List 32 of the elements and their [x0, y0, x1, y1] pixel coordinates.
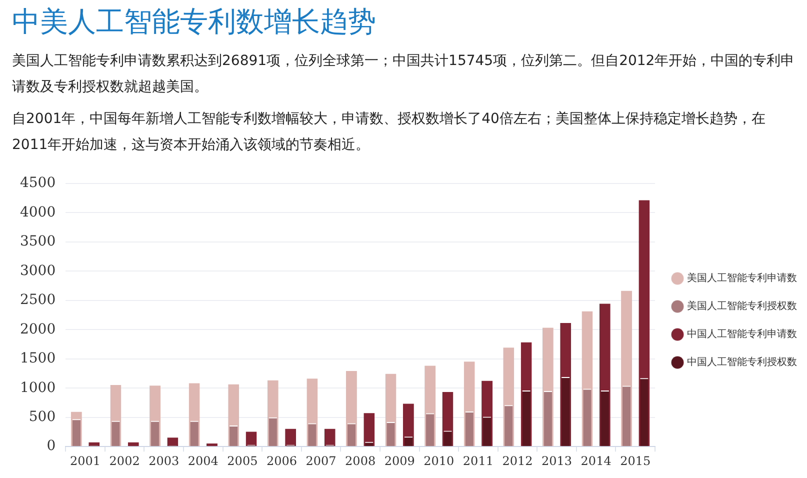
x-tick-label: 2010 — [424, 454, 454, 468]
y-tick-label: 3500 — [20, 234, 56, 250]
x-tick-label: 2006 — [266, 454, 298, 468]
x-tick-label: 2004 — [188, 454, 219, 468]
y-tick-label: 4500 — [20, 175, 56, 192]
x-tick-label: 2011 — [462, 454, 494, 468]
y-tick-label: 4000 — [20, 204, 56, 220]
y-tick-label: 500 — [28, 408, 56, 425]
x-tick-label: 2008 — [345, 454, 376, 468]
legend-label: 美国人工智能专利授权数 — [687, 300, 797, 312]
y-tick-label: 1000 — [20, 380, 56, 396]
chart-subtitle: 美国人工智能专利申请数累积达到26891项，位列全球第一；中国共计15745项，位列第二。但自2012年开始，中国的专利申请数及专利授权数就超越美国。 — [12, 52, 795, 97]
x-tick-label: 2012 — [502, 454, 533, 468]
x-tick-label: 2014 — [580, 454, 612, 468]
x-tick-label: 2009 — [384, 454, 415, 468]
y-tick-label: 1500 — [20, 350, 56, 367]
legend-label: 美国人工智能专利申请数 — [687, 272, 797, 284]
legend-label: 中国人工智能专利授权数 — [687, 356, 797, 368]
x-tick-label: 2003 — [148, 454, 180, 468]
x-tick-label: 2002 — [109, 454, 140, 468]
y-tick-label: 0 — [46, 438, 56, 454]
y-tick-label: 2000 — [20, 321, 56, 338]
chart-title: 中美人工智能专利数增长趋势 — [12, 4, 377, 40]
legend-label: 中国人工智能专利申请数 — [687, 328, 797, 340]
y-tick-label: 3000 — [20, 262, 56, 279]
y-tick-label: 2500 — [20, 292, 56, 308]
x-tick-label: 2001 — [70, 454, 101, 468]
text: 自2001年，中国每年新增人工智能专利数增幅较大，申请数、授权数增长了40倍左右；美国整体上保持稳定增长趋势，在2011年开始加速，这与资本开始涌入该领域的节奏相近。 — [12, 110, 766, 155]
x-tick-label: 2007 — [306, 454, 336, 468]
x-tick-label: 2015 — [620, 454, 651, 468]
x-tick-label: 2013 — [542, 454, 572, 468]
x-tick-label: 2005 — [227, 454, 258, 468]
